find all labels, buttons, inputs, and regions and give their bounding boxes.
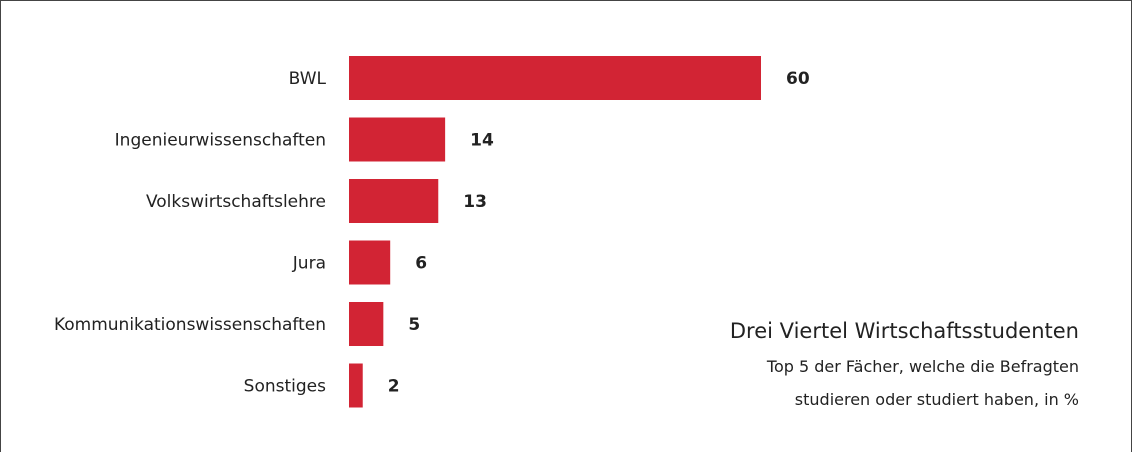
category-label-bwl: BWL — [289, 69, 327, 89]
bar-jura — [349, 240, 391, 285]
category-label-jura: Jura — [292, 254, 326, 274]
value-label-volkswirtschaftslehre: 13 — [463, 192, 487, 212]
bar-kommunikationswissenschaften — [349, 302, 384, 346]
value-label-sonstiges: 2 — [388, 377, 400, 397]
value-labels: 60 14 13 6 5 2 — [388, 69, 810, 397]
category-label-volkswirtschaftslehre: Volkswirtschaftslehre — [146, 192, 326, 212]
chart-title: Drei Viertel Wirtschaftsstudenten — [730, 319, 1079, 343]
bar-bwl — [349, 56, 761, 100]
category-label-sonstiges: Sonstiges — [244, 377, 326, 397]
value-label-jura: 6 — [415, 254, 427, 274]
category-labels: BWL Ingenieurwissenschaften Volkswirtschaf… — [54, 69, 327, 397]
bar-volkswirtschaftslehre — [349, 179, 439, 223]
chart-subtitle-line-1: Top 5 der Fächer, welche die Befragten — [766, 357, 1079, 376]
value-label-bwl: 60 — [786, 69, 810, 89]
bar-sonstiges — [349, 363, 363, 408]
title-block: Drei Viertel Wirtschaftsstudenten Top 5 … — [730, 319, 1079, 409]
category-label-ingenieurwissenschaften: Ingenieurwissenschaften — [115, 131, 326, 151]
chart-subtitle-line-2: studieren oder studiert haben, in % — [795, 390, 1079, 409]
category-label-kommunikationswissenschaften: Kommunikationswissenschaften — [54, 315, 326, 335]
value-label-kommunikationswissenschaften: 5 — [408, 315, 420, 335]
bar-ingenieurwissenschaften — [349, 117, 446, 162]
value-label-ingenieurwissenschaften: 14 — [470, 131, 494, 151]
bars-group — [349, 56, 761, 408]
